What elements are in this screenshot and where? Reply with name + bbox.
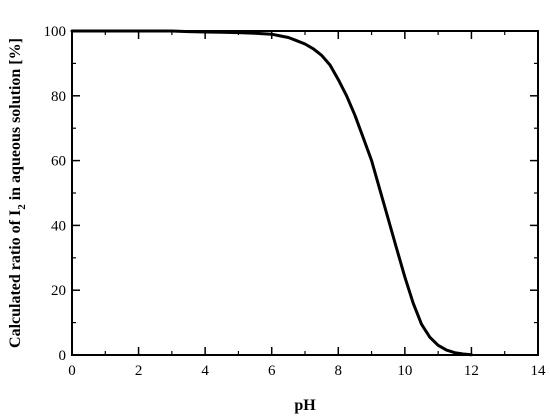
axis-tick-labels: 0 2 4 6 8 10 12 14 0 20 40 60 80 100 bbox=[44, 24, 547, 379]
x-tick-label: 10 bbox=[397, 363, 412, 379]
axis-ticks bbox=[71, 30, 539, 356]
x-tick-label: 4 bbox=[201, 363, 209, 379]
y-tick-label: 80 bbox=[51, 89, 66, 105]
x-tick-label: 14 bbox=[531, 363, 547, 379]
y-axis-title: Calculated ratio of I2 in aqueous soluti… bbox=[7, 38, 28, 348]
plot-area-frame bbox=[71, 30, 539, 356]
y-tick-label: 100 bbox=[44, 24, 67, 40]
x-tick-label: 8 bbox=[335, 363, 343, 379]
y-tick-label: 20 bbox=[51, 283, 66, 299]
y-tick-label: 0 bbox=[59, 348, 67, 364]
y-axis-title-subscript: 2 bbox=[16, 204, 28, 210]
x-axis-title: pH bbox=[294, 397, 316, 414]
y-axis-title-prefix: Calculated ratio of I bbox=[7, 210, 24, 348]
data-series-line bbox=[70, 29, 473, 357]
y-tick-label: 60 bbox=[51, 154, 66, 170]
x-tick-label: 6 bbox=[268, 363, 276, 379]
x-tick-label: 2 bbox=[135, 363, 143, 379]
x-tick-label: 0 bbox=[68, 363, 76, 379]
x-tick-label: 12 bbox=[464, 363, 479, 379]
y-axis-title-suffix: in aqueous solution [%] bbox=[7, 38, 24, 204]
y-tick-label: 40 bbox=[51, 218, 66, 234]
